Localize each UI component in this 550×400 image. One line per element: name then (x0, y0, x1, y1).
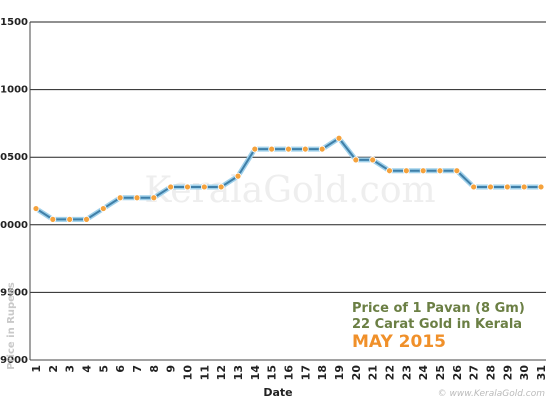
data-point (419, 167, 427, 175)
data-point (268, 145, 276, 153)
caption-line-1: Price of 1 Pavan (8 Gm) (352, 301, 525, 316)
x-tick-label: 21 (367, 365, 380, 380)
x-tick-label: 19 (333, 365, 346, 380)
x-tick-label: 7 (131, 365, 144, 373)
y-tick-label: 21000 (0, 85, 28, 96)
x-tick-label: 17 (299, 365, 312, 380)
x-tick-label: 29 (501, 365, 514, 380)
x-tick-label: 22 (384, 365, 397, 380)
y-tick-label: 19000 (0, 355, 28, 366)
data-point (335, 134, 343, 142)
data-point (66, 215, 74, 223)
data-point (217, 183, 225, 191)
x-tick-label: 9 (165, 365, 178, 373)
data-point (285, 145, 292, 153)
caption-line-2: 22 Carat Gold in Kerala (352, 317, 522, 332)
x-tick-label: 30 (518, 365, 531, 381)
source-credit: © www.KeralaGold.com (438, 389, 546, 399)
data-point (116, 194, 124, 202)
x-tick-label: 20 (350, 365, 363, 381)
x-tick-label: 15 (266, 365, 279, 380)
watermark-text: KeralaGold.com (144, 170, 435, 211)
data-point (251, 145, 259, 153)
x-tick-label: 6 (114, 365, 127, 373)
data-point (453, 167, 461, 175)
y-axis-title: Price in Rupees (6, 282, 17, 369)
x-tick-label: 5 (97, 365, 110, 373)
gridlines (30, 21, 546, 293)
x-tick-label: 26 (451, 365, 464, 381)
x-tick-label: 2 (47, 365, 60, 373)
x-tick-label: 13 (232, 365, 245, 380)
x-tick-label: 16 (283, 365, 296, 381)
data-point (99, 205, 107, 212)
data-point (503, 183, 511, 191)
x-tick-label: 27 (468, 365, 481, 380)
data-point (386, 167, 393, 175)
data-point (32, 205, 40, 212)
x-tick-label: 3 (64, 365, 77, 373)
data-point (402, 167, 410, 175)
data-point (200, 183, 208, 191)
x-tick-label: 18 (316, 365, 329, 380)
series-price (32, 134, 545, 223)
data-point (369, 156, 377, 164)
data-point (234, 172, 242, 180)
y-tick-label: 19500 (0, 287, 28, 298)
x-tick-label: 14 (249, 365, 262, 381)
data-point (352, 156, 360, 164)
data-point (436, 167, 444, 175)
data-point (318, 145, 326, 153)
x-tick-label: 1 (30, 365, 43, 373)
x-tick-label: 10 (182, 365, 195, 381)
y-tick-label: 21500 (0, 17, 28, 28)
x-tick-label: 25 (434, 365, 447, 380)
x-tick-label: 8 (148, 365, 161, 373)
data-point (470, 183, 478, 191)
x-tick-label: 31 (535, 365, 548, 380)
x-axis-ticks: 1 2 3 4 5 6 7 8 9 10 11 12 13 14 15 16 17 18 19 20 21 22 23 24 2… (30, 365, 548, 381)
y-axis-ticks: 19000 19500 20000 20500 21000 21500 (0, 17, 28, 366)
data-point (520, 183, 528, 191)
data-point (133, 194, 141, 202)
data-point (167, 183, 175, 191)
x-tick-label: 4 (81, 365, 94, 373)
data-point (301, 145, 309, 153)
data-point (83, 215, 90, 223)
y-tick-label: 20000 (0, 220, 28, 231)
data-point (537, 183, 545, 191)
x-tick-label: 28 (485, 365, 498, 380)
x-axis-title: Date (263, 386, 292, 399)
y-tick-label: 20500 (0, 152, 28, 163)
x-tick-label: 24 (417, 365, 430, 381)
x-tick-label: 12 (215, 365, 228, 380)
data-point (184, 183, 191, 191)
caption-month: MAY 2015 (352, 332, 446, 352)
x-tick-label: 11 (198, 365, 211, 380)
x-tick-label: 23 (400, 365, 413, 380)
data-point (49, 215, 57, 223)
data-point (150, 194, 158, 202)
data-point (487, 183, 494, 191)
